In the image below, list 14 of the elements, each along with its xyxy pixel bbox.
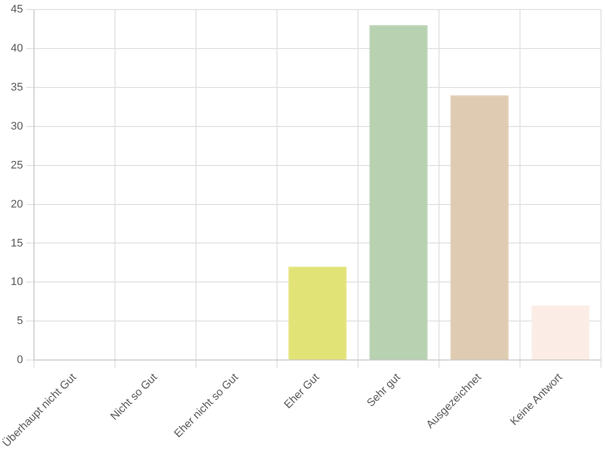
bar — [288, 266, 347, 360]
y-tick-label: 30 — [10, 120, 23, 132]
y-tick-label: 40 — [10, 42, 23, 55]
bar — [369, 25, 428, 360]
y-tick-label: 15 — [10, 237, 23, 250]
y-tick-label: 10 — [10, 276, 23, 288]
y-tick-label: 45 — [10, 4, 23, 16]
bar — [450, 95, 509, 360]
y-tick-label: 20 — [10, 198, 23, 210]
y-tick-label: 5 — [16, 315, 23, 328]
y-tick-label: 35 — [10, 82, 23, 94]
y-tick-label: 0 — [16, 354, 23, 366]
y-tick-label: 25 — [10, 159, 23, 172]
bar — [531, 306, 590, 360]
